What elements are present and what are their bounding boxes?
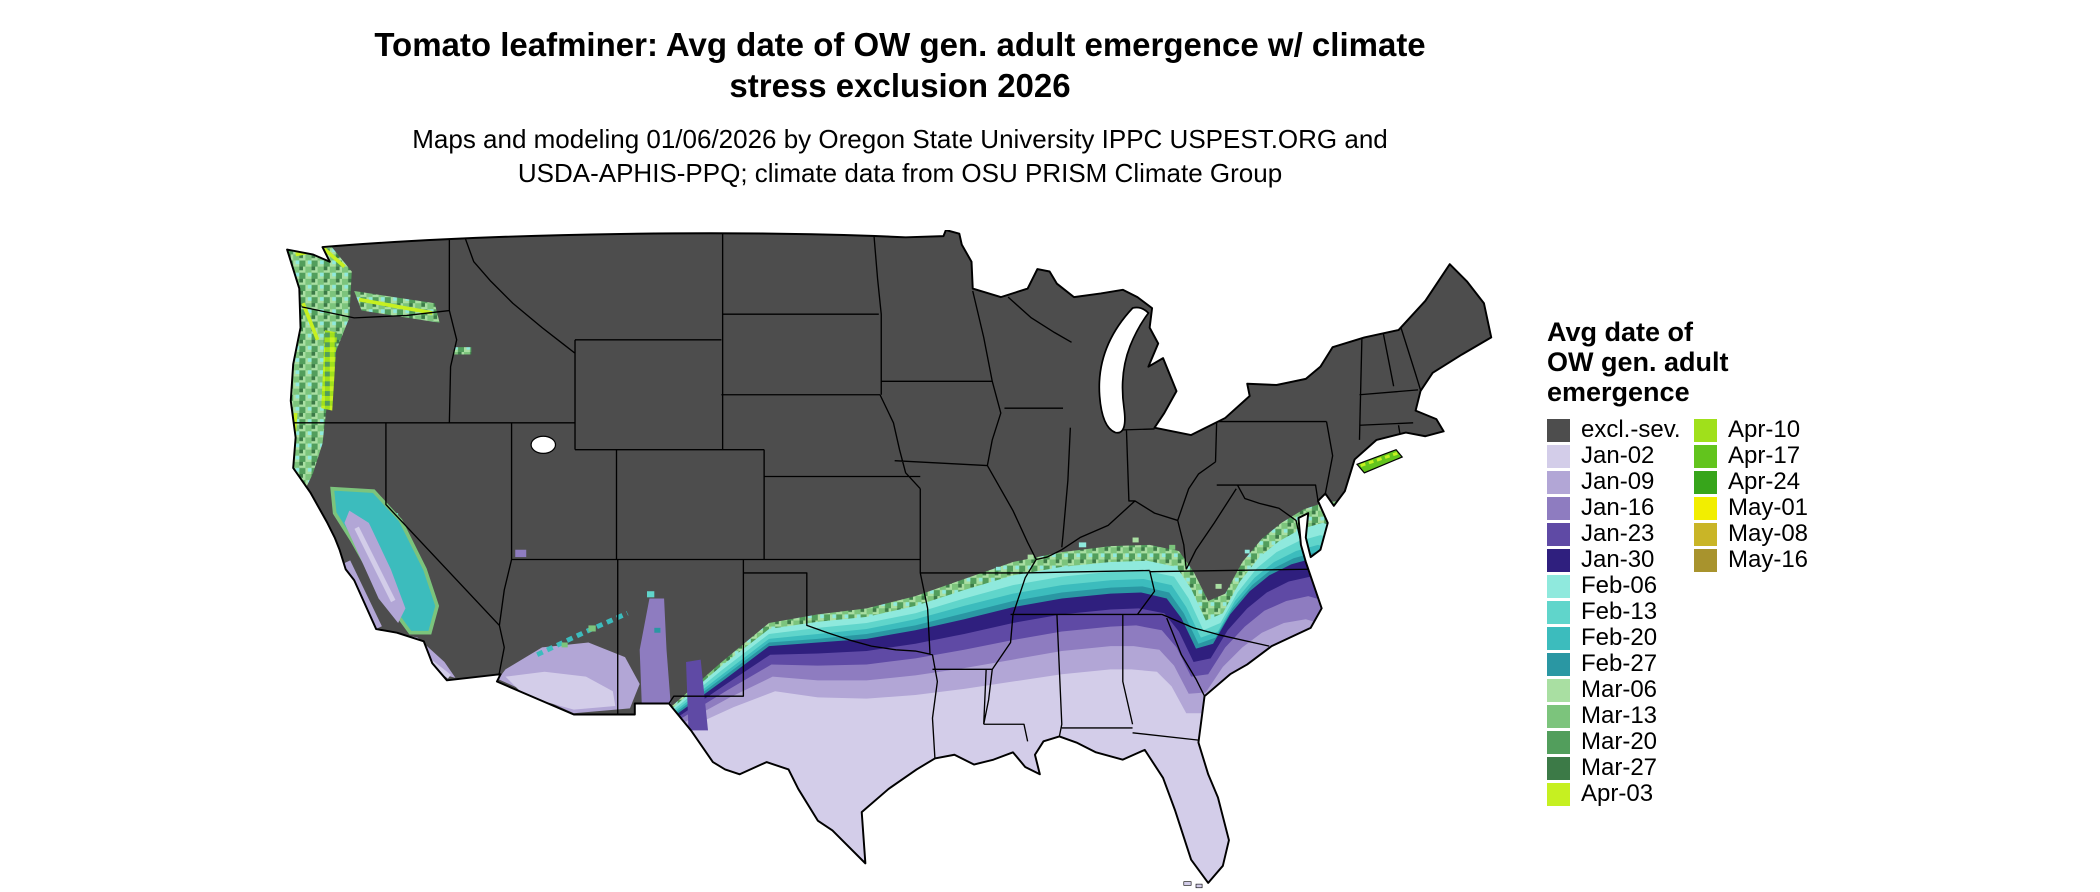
legend-title-line-1: Avg date of bbox=[1547, 317, 1694, 347]
legend-item: Feb-13 bbox=[1547, 598, 1681, 625]
legend-swatch bbox=[1547, 704, 1570, 728]
map-title-line-2: stress exclusion 2026 bbox=[729, 67, 1071, 104]
legend-label: Mar-20 bbox=[1581, 728, 1658, 755]
legend-column-1: excl.-sev. Jan-02 Jan-09 Jan-16 bbox=[1547, 416, 1681, 807]
legend-label: Jan-30 bbox=[1581, 546, 1655, 573]
legend-label: Feb-27 bbox=[1581, 650, 1658, 677]
map-title: Tomato leafminer: Avg date of OW gen. ad… bbox=[270, 24, 1530, 106]
legend-swatch bbox=[1547, 626, 1570, 650]
legend-label: Apr-24 bbox=[1728, 468, 1801, 495]
legend-label: Apr-17 bbox=[1728, 442, 1801, 469]
legend-item: Apr-03 bbox=[1547, 780, 1681, 807]
legend-label: Apr-10 bbox=[1728, 416, 1801, 443]
legend-swatch bbox=[1547, 418, 1570, 442]
legend-label: May-16 bbox=[1728, 546, 1809, 573]
legend-label: Jan-02 bbox=[1581, 442, 1655, 469]
legend-swatch bbox=[1694, 470, 1717, 494]
legend-swatch bbox=[1694, 496, 1717, 520]
willamette-valley bbox=[321, 330, 338, 411]
legend-item: Jan-30 bbox=[1547, 546, 1681, 573]
legend-swatch bbox=[1694, 548, 1717, 572]
legend-label: Jan-09 bbox=[1581, 468, 1655, 495]
legend-swatch bbox=[1547, 730, 1570, 754]
legend-item: Feb-27 bbox=[1547, 650, 1681, 677]
legend-label: Mar-06 bbox=[1581, 676, 1658, 703]
legend-label: Apr-03 bbox=[1581, 780, 1654, 807]
legend-item: excl.-sev. bbox=[1547, 416, 1681, 443]
legend-item: Apr-17 bbox=[1694, 442, 1808, 469]
map-title-line-1: Tomato leafminer: Avg date of OW gen. ad… bbox=[374, 26, 1426, 63]
state-boundaries bbox=[291, 232, 1422, 759]
legend-swatch bbox=[1547, 756, 1570, 780]
legend-label: May-01 bbox=[1728, 494, 1809, 521]
snake-river-patch bbox=[454, 347, 472, 355]
legend-item: Apr-24 bbox=[1694, 468, 1808, 495]
legend-swatch bbox=[1547, 444, 1570, 468]
legend-swatch bbox=[1694, 444, 1717, 468]
legend: Avg date of OW gen. adult emergence excl… bbox=[1547, 317, 1987, 837]
legend-item: Jan-09 bbox=[1547, 468, 1681, 495]
legend-item: May-01 bbox=[1694, 494, 1809, 521]
columbia-river-accent bbox=[358, 297, 433, 315]
legend-swatch bbox=[1547, 522, 1570, 546]
rio-grande-valley bbox=[639, 598, 672, 714]
legend-item: Apr-10 bbox=[1694, 416, 1808, 443]
legend-swatch bbox=[1547, 600, 1570, 624]
pecos-valley bbox=[686, 659, 708, 731]
legend-label: Mar-13 bbox=[1581, 702, 1658, 729]
great-salt-lake bbox=[530, 435, 557, 454]
arizona-jan02-blob bbox=[505, 671, 616, 710]
legend-item: Feb-20 bbox=[1547, 624, 1681, 651]
header: Tomato leafminer: Avg date of OW gen. ad… bbox=[270, 24, 1530, 190]
legend-swatch bbox=[1547, 496, 1570, 520]
legend-swatch bbox=[1547, 782, 1570, 806]
legend-item: Jan-23 bbox=[1547, 520, 1681, 547]
legend-swatch bbox=[1547, 548, 1570, 572]
legend-title-line-2: OW gen. adult bbox=[1547, 347, 1729, 377]
legend-columns: excl.-sev. Jan-02 Jan-09 Jan-16 bbox=[1547, 416, 1987, 837]
legend-label: excl.-sev. bbox=[1581, 416, 1681, 443]
legend-item: Jan-02 bbox=[1547, 442, 1681, 469]
boundary-speckles bbox=[995, 537, 1250, 589]
legend-swatch bbox=[1547, 678, 1570, 702]
legend-item: Mar-20 bbox=[1547, 728, 1681, 755]
central-coast-strip bbox=[343, 560, 382, 630]
legend-swatch bbox=[1547, 652, 1570, 676]
lake-michigan bbox=[1098, 306, 1150, 434]
legend-item: Jan-16 bbox=[1547, 494, 1681, 521]
legend-swatch bbox=[1547, 470, 1570, 494]
legend-item: May-08 bbox=[1694, 520, 1809, 547]
legend-item: Mar-06 bbox=[1547, 676, 1681, 703]
legend-column-2: Apr-10 Apr-17 Apr-24 May-01 bbox=[1694, 416, 1809, 573]
legend-label: Feb-06 bbox=[1581, 572, 1658, 599]
legend-label: Feb-13 bbox=[1581, 598, 1658, 625]
map-panel bbox=[281, 230, 1501, 889]
legend-label: Mar-27 bbox=[1581, 754, 1658, 781]
map-attribution: Maps and modeling 01/06/2026 by Oregon S… bbox=[270, 122, 1530, 190]
legend-swatch bbox=[1694, 418, 1717, 442]
southwest-region bbox=[390, 513, 708, 731]
legend-item: May-16 bbox=[1694, 546, 1809, 573]
long-island bbox=[1356, 448, 1404, 474]
legend-label: Jan-16 bbox=[1581, 494, 1655, 521]
st-george-patch bbox=[515, 549, 527, 558]
legend-title-line-3: emergence bbox=[1547, 377, 1690, 407]
legend-label: Jan-23 bbox=[1581, 520, 1655, 547]
legend-swatch bbox=[1694, 522, 1717, 546]
legend-item: Feb-06 bbox=[1547, 572, 1681, 599]
map-attribution-line-1: Maps and modeling 01/06/2026 by Oregon S… bbox=[412, 124, 1388, 154]
central-valley-core bbox=[354, 526, 396, 603]
legend-title: Avg date of OW gen. adult emergence bbox=[1547, 317, 1987, 407]
legend-label: May-08 bbox=[1728, 520, 1809, 547]
map-attribution-line-2: USDA-APHIS-PPQ; climate data from OSU PR… bbox=[517, 158, 1283, 188]
legend-item: Mar-27 bbox=[1547, 754, 1681, 781]
legend-swatch bbox=[1547, 574, 1570, 598]
legend-item: Mar-13 bbox=[1547, 702, 1681, 729]
legend-label: Feb-20 bbox=[1581, 624, 1658, 651]
us-outline bbox=[286, 230, 1493, 884]
us-map bbox=[286, 230, 1493, 889]
florida-keys bbox=[1183, 881, 1203, 889]
